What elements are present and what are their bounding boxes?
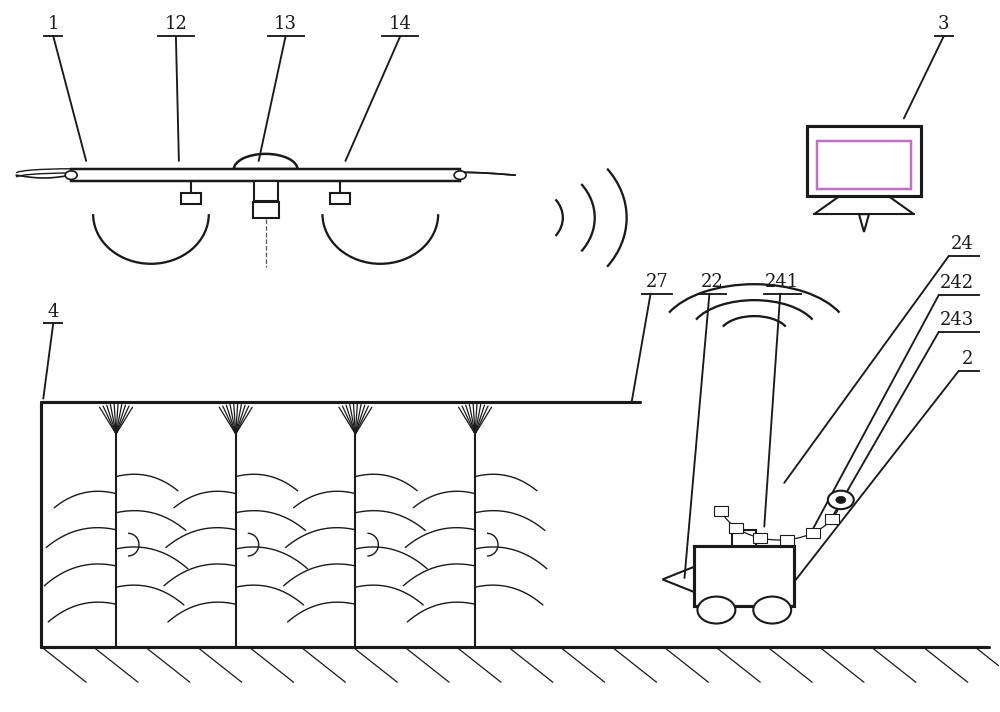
Bar [181,193,201,204]
Circle shape [65,171,77,179]
Bar [807,125,921,197]
Bar [694,545,794,606]
Bar [732,530,756,545]
Text: 27: 27 [646,273,669,290]
Text: 243: 243 [939,311,974,329]
Circle shape [454,171,466,179]
Bar [254,181,278,201]
Bar [253,202,279,218]
Bar [71,169,460,181]
Text: 14: 14 [389,15,412,33]
Bar [714,506,728,516]
Text: 13: 13 [274,15,297,33]
Bar [729,523,743,533]
Bar [753,533,767,543]
Bar [806,528,820,538]
Text: 2: 2 [962,350,974,368]
Text: 22: 22 [701,273,724,290]
Circle shape [697,597,735,624]
Bar [834,495,848,505]
Circle shape [828,491,854,509]
Text: 3: 3 [938,15,950,33]
Bar [817,141,911,189]
Text: 241: 241 [765,273,799,290]
Bar [825,513,839,523]
Circle shape [753,597,791,624]
Circle shape [836,496,846,503]
Text: 1: 1 [47,15,59,33]
Text: 242: 242 [940,274,974,292]
Bar [780,535,794,545]
Text: 12: 12 [164,15,187,33]
Bar [330,193,350,204]
Text: 4: 4 [48,303,59,320]
Text: 24: 24 [951,235,974,253]
